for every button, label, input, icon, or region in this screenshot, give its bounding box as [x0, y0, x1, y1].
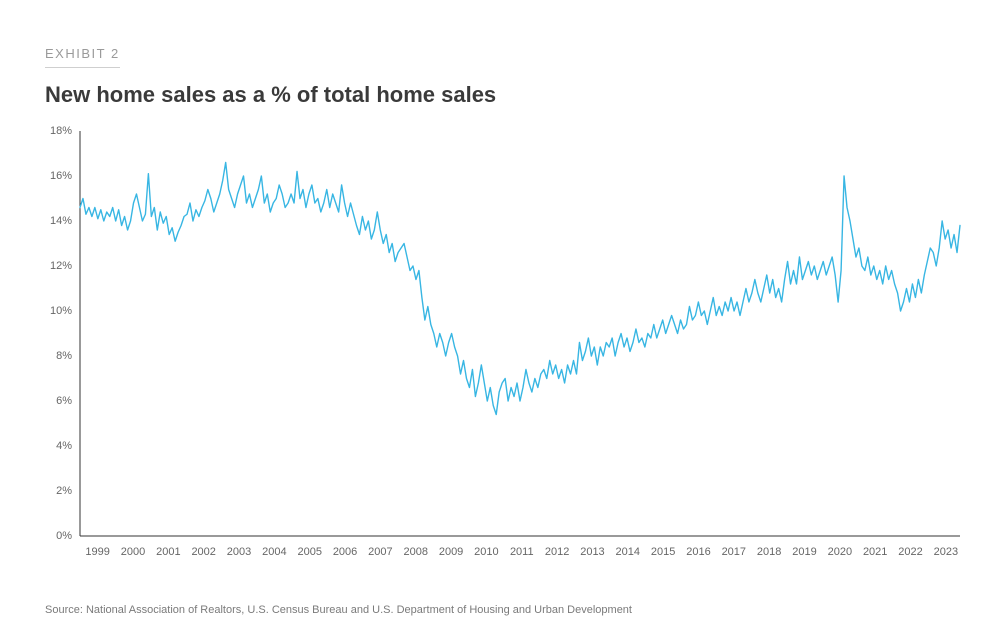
- x-tick-label: 2002: [191, 546, 215, 558]
- x-tick-label: 2018: [757, 546, 781, 558]
- y-tick-label: 12%: [50, 260, 72, 272]
- y-tick-label: 18%: [50, 126, 72, 137]
- line-chart: 0% 2% 4% 6% 8% 10% 12% 14% 16% 18% 1999 2000 2001 200…: [45, 126, 965, 571]
- x-tick-label: 2001: [156, 546, 180, 558]
- page-root: EXHIBIT 2 New home sales as a % of total…: [0, 0, 1000, 641]
- x-tick-label: 2009: [439, 546, 463, 558]
- y-tick-label: 4%: [56, 440, 72, 452]
- y-tick-label: 14%: [50, 215, 72, 227]
- x-tick-label: 2013: [580, 546, 604, 558]
- x-tick-label: 2023: [934, 546, 958, 558]
- chart-container: 0% 2% 4% 6% 8% 10% 12% 14% 16% 18% 1999 2000 2001 200…: [45, 126, 955, 576]
- x-tick-label: 2011: [510, 546, 534, 558]
- x-tick-label: 2007: [368, 546, 392, 558]
- y-tick-label: 6%: [56, 395, 72, 407]
- x-tick-label: 2003: [227, 546, 251, 558]
- x-tick-label: 2019: [792, 546, 816, 558]
- x-tick-label: 1999: [85, 546, 109, 558]
- x-tick-label: 2005: [297, 546, 321, 558]
- y-tick-label: 10%: [50, 305, 72, 317]
- x-tick-label: 2012: [545, 546, 569, 558]
- chart-title: New home sales as a % of total home sale…: [45, 82, 955, 108]
- x-tick-label: 2010: [474, 546, 498, 558]
- x-tick-label: 2017: [722, 546, 746, 558]
- series-line-new-home-sales-pct: [80, 163, 960, 415]
- y-tick-label: 16%: [50, 170, 72, 182]
- x-tick-label: 2008: [404, 546, 428, 558]
- x-tick-label: 2020: [828, 546, 852, 558]
- x-tick-label: 2014: [616, 546, 640, 558]
- exhibit-label: EXHIBIT 2: [45, 46, 120, 68]
- x-tick-label: 2000: [121, 546, 145, 558]
- y-tick-label: 8%: [56, 350, 72, 362]
- source-note: Source: National Association of Realtors…: [45, 604, 955, 616]
- y-tick-label: 2%: [56, 485, 72, 497]
- x-tick-label: 2004: [262, 546, 286, 558]
- x-tick-label: 2015: [651, 546, 675, 558]
- x-tick-label: 2016: [686, 546, 710, 558]
- x-tick-label: 2022: [898, 546, 922, 558]
- x-tick-label: 2006: [333, 546, 357, 558]
- y-tick-label: 0%: [56, 530, 72, 542]
- x-tick-label: 2021: [863, 546, 887, 558]
